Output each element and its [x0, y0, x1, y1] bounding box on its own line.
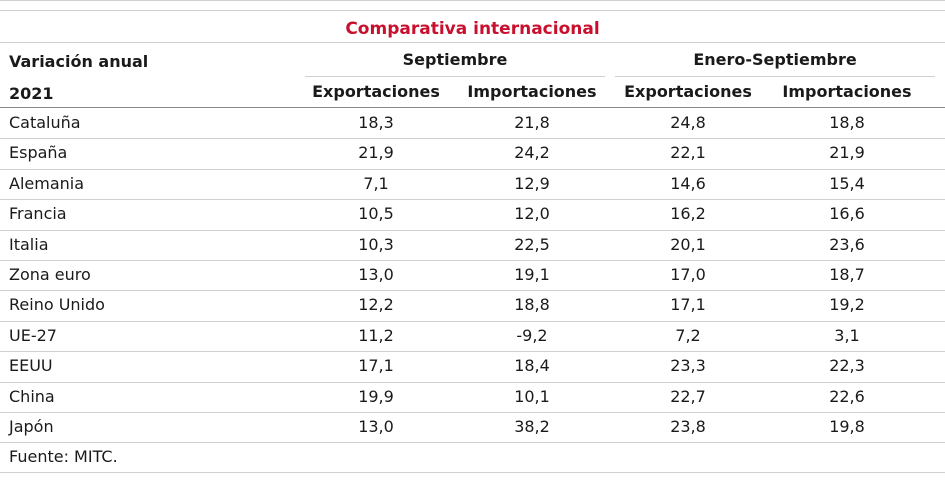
cell-sep-importaciones: 38,2	[514, 417, 550, 436]
cell-ene-importaciones: 23,6	[829, 234, 865, 254]
cell-sep-exportaciones: 13,0	[358, 417, 394, 436]
group-header-septiembre: Septiembre	[402, 50, 508, 69]
cell-ene-exportaciones: 23,3	[670, 356, 706, 376]
row-divider	[0, 138, 945, 140]
cell-ene-exportaciones: 22,7	[670, 386, 706, 406]
cell-sep-importaciones: 22,5	[514, 234, 550, 254]
cell-sep-exportaciones: 17,1	[358, 356, 394, 376]
cell-ene-importaciones: 19,2	[829, 295, 865, 315]
cell-sep-exportaciones: 10,5	[358, 204, 394, 224]
cell-ene-exportaciones: 17,0	[670, 265, 706, 284]
divider-top	[0, 10, 945, 11]
cell-sep-exportaciones: 18,3	[358, 113, 394, 132]
cell-sep-importaciones: 10,1	[514, 386, 550, 406]
cell-sep-exportaciones: 12,2	[358, 295, 394, 315]
corner-header-line2: 2021	[9, 84, 54, 103]
group-header-enero-septiembre: Enero-Septiembre	[693, 50, 857, 69]
cell-ene-importaciones: 19,8	[829, 417, 865, 436]
row-label: China	[9, 386, 55, 406]
cell-ene-exportaciones: 24,8	[670, 113, 706, 132]
cell-sep-exportaciones: 19,9	[358, 386, 394, 406]
divider-group-enero	[615, 76, 935, 77]
cell-sep-importaciones: 12,9	[514, 173, 550, 193]
cell-sep-importaciones: 18,8	[514, 295, 550, 315]
cell-ene-importaciones: 22,3	[829, 356, 865, 376]
subheader-sep-exportaciones: Exportaciones	[312, 82, 440, 101]
row-divider	[0, 320, 945, 322]
table-title: Comparativa internacional	[345, 19, 600, 39]
cell-ene-exportaciones: 16,2	[670, 204, 706, 224]
cell-sep-exportaciones: 13,0	[358, 265, 394, 284]
cell-ene-exportaciones: 23,8	[670, 417, 706, 436]
cell-ene-importaciones: 3,1	[834, 325, 860, 345]
row-divider	[0, 199, 945, 201]
cell-sep-exportaciones: 11,2	[358, 325, 394, 345]
subheader-ene-importaciones: Importaciones	[782, 82, 912, 101]
cell-sep-importaciones: 19,1	[514, 265, 550, 284]
corner-header-line1: Variación anual	[9, 52, 149, 71]
cell-ene-importaciones: 18,8	[829, 113, 865, 132]
cell-ene-importaciones: 16,6	[829, 204, 865, 224]
row-divider	[0, 260, 945, 261]
row-divider	[0, 381, 945, 383]
cell-ene-importaciones: 15,4	[829, 173, 865, 193]
row-divider	[0, 168, 945, 170]
row-divider	[0, 229, 945, 231]
cell-ene-exportaciones: 22,1	[670, 143, 706, 163]
cell-ene-exportaciones: 14,6	[670, 173, 706, 193]
row-divider	[0, 351, 945, 353]
divider-group-septiembre	[305, 76, 605, 77]
cell-ene-importaciones: 18,7	[829, 265, 865, 284]
cell-ene-exportaciones: 17,1	[670, 295, 706, 315]
row-label: Japón	[9, 417, 54, 436]
row-label: Italia	[9, 234, 49, 254]
cell-sep-importaciones: -9,2	[516, 325, 548, 345]
row-label: Alemania	[9, 173, 85, 193]
row-label: Reino Unido	[9, 295, 105, 315]
row-label: España	[9, 143, 68, 163]
cell-sep-importaciones: 24,2	[514, 143, 550, 163]
cell-sep-importaciones: 12,0	[514, 204, 550, 224]
subheader-ene-exportaciones: Exportaciones	[624, 82, 752, 101]
cell-ene-exportaciones: 7,2	[675, 325, 701, 345]
divider-bottom	[0, 472, 945, 473]
cell-ene-importaciones: 22,6	[829, 386, 865, 406]
row-label: Cataluña	[9, 113, 81, 132]
row-divider	[0, 412, 945, 413]
row-divider	[0, 290, 945, 292]
row-label: Zona euro	[9, 265, 91, 284]
row-divider	[0, 442, 945, 444]
cell-sep-importaciones: 18,4	[514, 356, 550, 376]
subheader-sep-importaciones: Importaciones	[467, 82, 597, 101]
cell-sep-exportaciones: 21,9	[358, 143, 394, 163]
divider-title	[0, 42, 945, 43]
row-label: UE-27	[9, 325, 57, 345]
cell-ene-importaciones: 21,9	[829, 143, 865, 163]
cell-ene-exportaciones: 20,1	[670, 234, 706, 254]
title-row	[0, 0, 945, 27]
source-note: Fuente: MITC.	[9, 447, 118, 466]
cell-sep-exportaciones: 10,3	[358, 234, 394, 254]
row-label: EEUU	[9, 356, 53, 376]
cell-sep-exportaciones: 7,1	[363, 173, 389, 193]
divider-header	[0, 107, 945, 108]
cell-sep-importaciones: 21,8	[514, 113, 550, 132]
row-label: Francia	[9, 204, 67, 224]
